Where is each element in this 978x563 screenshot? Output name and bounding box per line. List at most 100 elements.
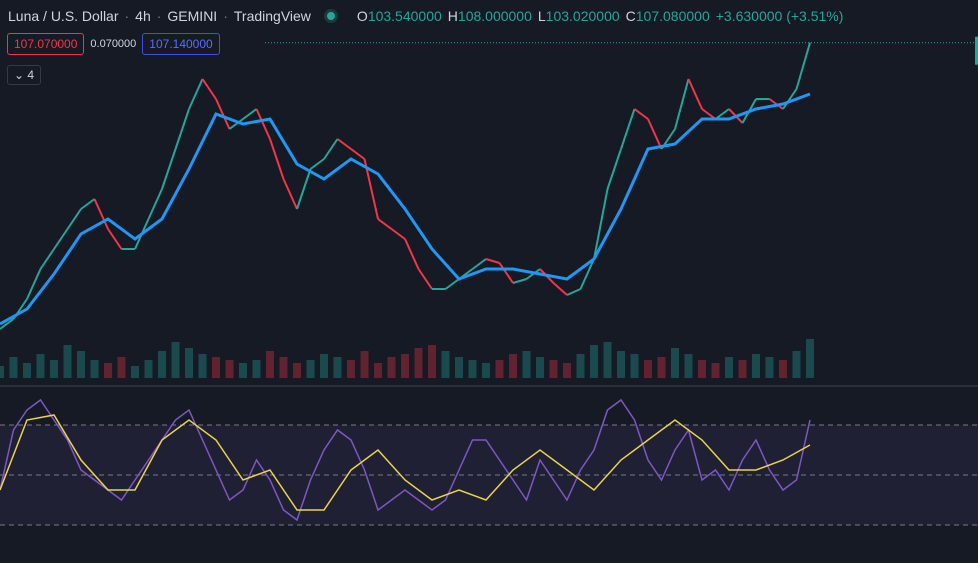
ohlc-value: 107.080000 (635, 8, 710, 24)
volume-bar (603, 342, 612, 378)
price-segment (228, 118, 244, 130)
price-segment (606, 148, 622, 190)
volume-bar (239, 363, 247, 378)
price-segment (701, 108, 717, 120)
volume-bar (792, 351, 801, 378)
volume-bar (117, 357, 126, 378)
volume-bar (522, 351, 531, 378)
price-segment (552, 282, 568, 296)
price-segment (107, 228, 123, 250)
price-segment (566, 288, 581, 296)
volume-bar (9, 357, 18, 378)
price-segment (444, 278, 460, 290)
volume-bar (563, 363, 571, 378)
rsi-ma-line (0, 414, 811, 511)
volume-bar (495, 360, 504, 378)
price-segment (161, 148, 177, 190)
volume-bar (428, 345, 436, 378)
bid[interactable]: 107.070000 (7, 33, 85, 55)
volume-bar (455, 357, 463, 378)
rsi-line (0, 398, 811, 522)
market-status[interactable] (326, 12, 335, 20)
price-segment (39, 248, 55, 270)
symbol[interactable]: Luna / U.S. Dollar (8, 8, 119, 24)
volume-bar (657, 357, 666, 378)
volume-bar (576, 354, 585, 378)
price-segment (147, 188, 163, 220)
price-segment (269, 138, 285, 180)
price-segment (647, 118, 663, 150)
price-segment (620, 108, 636, 150)
volume-bar (360, 351, 369, 378)
price-segment (633, 108, 649, 120)
volume-bar (212, 357, 220, 378)
interval[interactable]: 4h (135, 8, 151, 24)
volume-bar (293, 363, 301, 378)
volume-bar (644, 360, 652, 378)
last-price-marker (975, 36, 978, 65)
price-segment (579, 258, 595, 290)
volume-bar (36, 354, 45, 378)
legend-header: Luna / U.S. Dollar · 4h · GEMINI · TradingV… (8, 8, 843, 24)
sep: · (124, 8, 130, 24)
volume-bar (738, 360, 747, 378)
price-segment (26, 268, 42, 300)
volume-bar (333, 357, 342, 378)
volume-bar (158, 351, 166, 378)
volume-bar (225, 360, 234, 378)
source: TradingView (233, 8, 311, 24)
volume-bar (306, 360, 315, 378)
volume-bar (90, 360, 99, 378)
price-segment (188, 78, 204, 110)
moving-average (0, 92, 811, 326)
volume-bar (671, 348, 679, 378)
volume-bar (63, 345, 72, 378)
volume-bar (482, 363, 490, 378)
volume-bar (387, 357, 396, 378)
volume-bar (347, 360, 355, 378)
price-segment (377, 218, 393, 230)
price-segment (350, 148, 366, 160)
ohlc-key: O (356, 8, 368, 24)
volume-bar (374, 363, 382, 378)
price-segment (215, 98, 231, 130)
volume-bar (441, 351, 450, 378)
volume-bar (684, 354, 693, 378)
volume-bar (630, 354, 639, 378)
price-segment (66, 208, 82, 230)
price-segment (512, 278, 527, 284)
change: +3.630000 (+3.51%) (715, 8, 844, 24)
indicators-toggle[interactable]: ⌄ 4 (7, 65, 42, 85)
volume-bar (468, 360, 477, 378)
ask[interactable]: 107.140000 (142, 33, 220, 55)
price-segment (795, 42, 811, 90)
ohlc-value: 103.020000 (545, 8, 620, 24)
price-segment (93, 198, 109, 230)
volume-bar (725, 357, 733, 378)
price-segment (174, 108, 190, 150)
ohlc-value: 103.540000 (367, 8, 442, 24)
price-segment (714, 108, 730, 120)
volume-bar (185, 348, 193, 378)
volume-bar (806, 339, 814, 378)
volume-bar (414, 348, 423, 378)
volume-bar (279, 357, 288, 378)
price-segment (417, 268, 433, 290)
ohlc-key: L (537, 8, 546, 24)
price-segment (471, 258, 487, 270)
price-segment (255, 108, 271, 140)
price-segment (674, 78, 690, 130)
volume-bar (198, 354, 207, 378)
volume-bar (50, 360, 58, 378)
price-segment (593, 188, 609, 260)
volume-bar (617, 351, 625, 378)
indicator-count: 4 (27, 68, 35, 82)
ohlc-key: H (447, 8, 458, 24)
price-segment (80, 198, 96, 210)
volume-bar (77, 351, 85, 378)
volume-bar (752, 354, 760, 378)
spread: 0.070000 (90, 38, 137, 50)
ohlc-value: 108.000000 (457, 8, 532, 24)
